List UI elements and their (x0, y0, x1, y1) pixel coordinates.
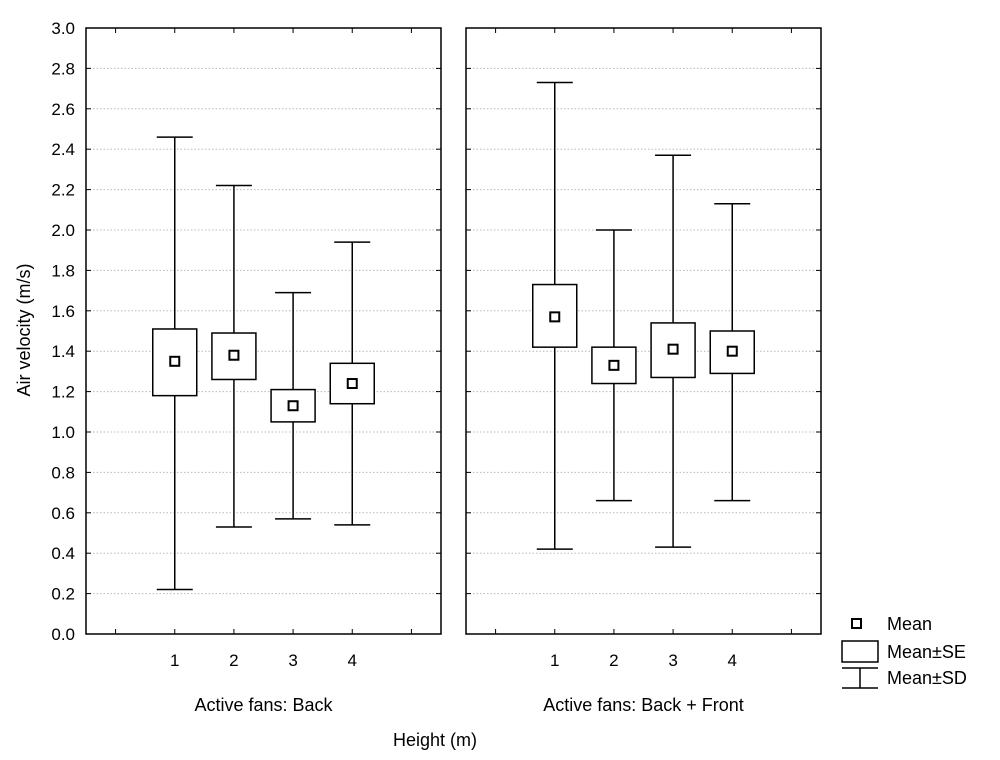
y-tick-label: 0.8 (51, 463, 75, 482)
y-tick-label: 3.0 (51, 19, 75, 38)
x-axis-title: Height (m) (393, 730, 477, 750)
x-tick-label: 3 (288, 651, 297, 670)
panel-frame (85, 27, 442, 635)
y-tick-label: 1.8 (51, 261, 75, 280)
y-tick-label: 1.6 (51, 302, 75, 321)
y-tick-label: 2.2 (51, 181, 75, 200)
panels: 1 2 3 4 Active fans: Back 1 2 3 4 Active fans: Ba… (85, 27, 822, 715)
panel-1: 1 2 3 4 Active fans: Back (85, 27, 442, 715)
panel-title: Active fans: Back + Front (543, 695, 744, 715)
legend-sd-label: Mean±SD (887, 668, 967, 688)
legend-se-label: Mean±SE (887, 642, 966, 662)
panel-2: 1 2 3 4 Active fans: Back + Front (465, 27, 822, 715)
y-tick-label: 0.6 (51, 504, 75, 523)
se-box (591, 346, 637, 385)
mean-marker (169, 355, 181, 367)
panel-title: Active fans: Back (194, 695, 333, 715)
y-tick-label: 2.8 (51, 59, 75, 78)
y-tick-label: 1.2 (51, 383, 75, 402)
y-axis-title: Air velocity (m/s) (14, 263, 34, 396)
mean-marker (549, 311, 561, 323)
panel-frame (465, 27, 822, 635)
mean-marker (287, 400, 299, 412)
y-tick-label: 0.4 (51, 544, 75, 563)
mean-marker (228, 349, 240, 361)
mean-marker (726, 345, 738, 357)
y-tick-label: 1.0 (51, 423, 75, 442)
se-box (211, 332, 257, 381)
y-axis: 0.0 0.2 0.4 0.6 0.8 1.0 1.2 1.4 1.6 1.8 2.0 2.2 2.4 2… (51, 19, 75, 644)
se-box (709, 330, 755, 375)
y-tick-label: 1.4 (51, 342, 75, 361)
y-tick-label: 0.2 (51, 585, 75, 604)
x-tick-label: 3 (668, 651, 677, 670)
x-tick-label: 4 (348, 651, 357, 670)
mean-marker (667, 343, 679, 355)
y-tick-label: 2.6 (51, 100, 75, 119)
mean-marker (608, 359, 620, 371)
legend-mean-symbol (851, 618, 862, 629)
legend-mean-label: Mean (887, 614, 932, 634)
y-tick-label: 0.0 (51, 625, 75, 644)
legend-se-symbol (841, 640, 879, 663)
x-tick-label: 2 (229, 651, 238, 670)
x-tick-label: 4 (728, 651, 737, 670)
y-tick-label: 2.0 (51, 221, 75, 240)
x-tick-label: 2 (609, 651, 618, 670)
legend-sd-symbol (842, 667, 878, 689)
legend: Mean Mean±SE Mean±SD (841, 614, 967, 689)
mean-marker (346, 378, 358, 390)
x-tick-label: 1 (550, 651, 559, 670)
x-tick-label: 1 (170, 651, 179, 670)
y-tick-label: 2.4 (51, 140, 75, 159)
